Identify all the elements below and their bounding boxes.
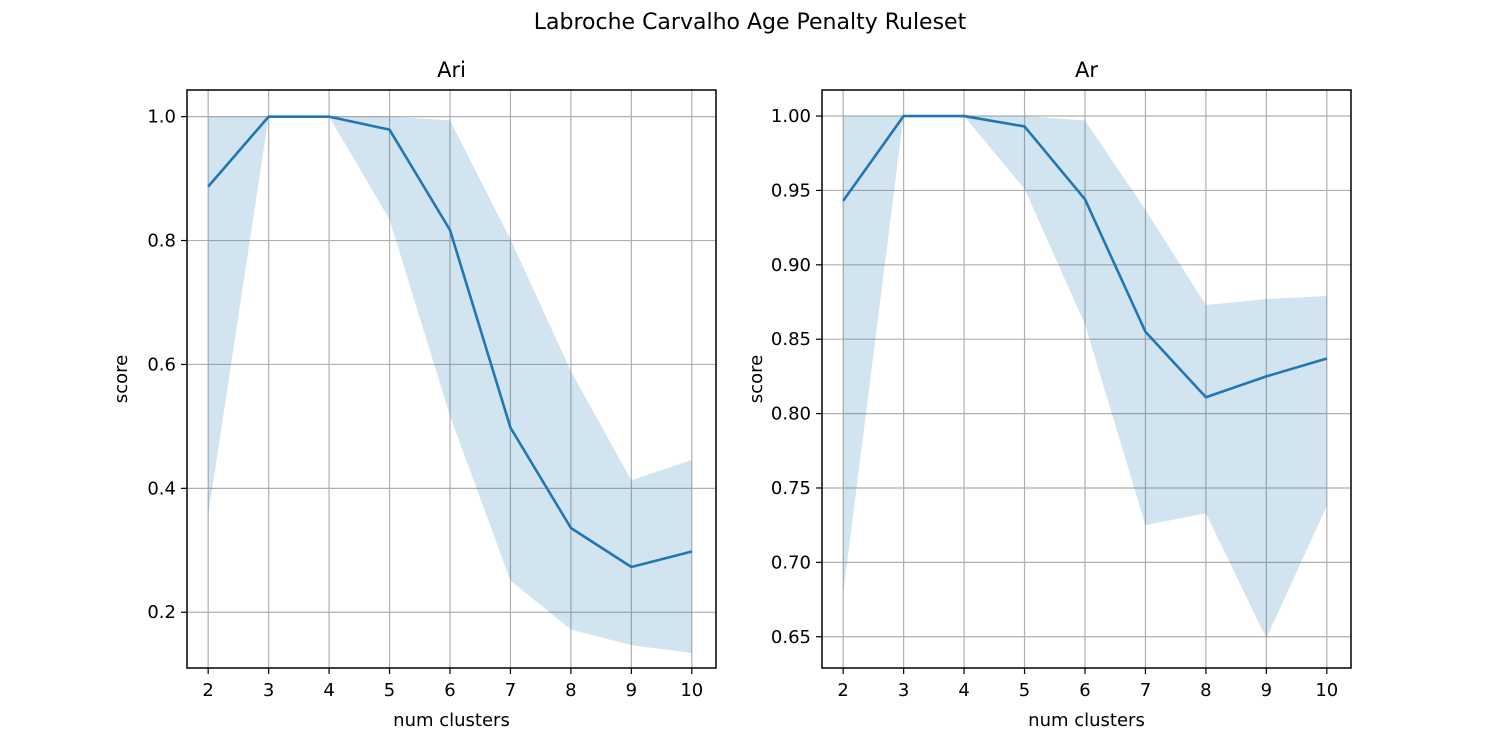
y-axis-label: score (111, 355, 132, 403)
confidence-band (208, 116, 692, 654)
x-tick-label: 2 (837, 680, 848, 701)
x-tick-label: 6 (1079, 680, 1090, 701)
y-tick-label: 0.70 (771, 552, 811, 573)
x-tick-label: 8 (1200, 680, 1211, 701)
x-tick-label: 5 (1019, 680, 1030, 701)
x-axis-label: num clusters (393, 710, 510, 731)
y-tick-label: 0.65 (771, 627, 811, 648)
x-tick-label: 2 (202, 680, 213, 701)
axes-frame (821, 89, 1352, 669)
y-tick-label: 1.0 (147, 107, 176, 128)
x-tick-label: 5 (384, 680, 395, 701)
x-tick-label: 9 (1261, 680, 1272, 701)
x-tick-label: 4 (958, 680, 969, 701)
x-tick-label: 6 (444, 680, 455, 701)
x-tick-label: 3 (898, 680, 909, 701)
y-tick-label: 0.75 (771, 478, 811, 499)
x-tick-label: 10 (680, 680, 703, 701)
y-axis-label: score (746, 355, 767, 403)
y-tick-label: 0.6 (147, 354, 176, 375)
x-tick-label: 7 (505, 680, 516, 701)
y-tick-label: 1.00 (771, 106, 811, 127)
y-tick-label: 0.8 (147, 231, 176, 252)
figure-title: Labroche Carvalho Age Penalty Ruleset (533, 10, 967, 35)
x-tick-label: 10 (1315, 680, 1338, 701)
y-tick-label: 0.85 (771, 329, 811, 350)
y-tick-label: 0.90 (771, 255, 811, 276)
x-tick-label: 8 (565, 680, 576, 701)
axes-frame (186, 89, 717, 669)
subplot-1: 2 3 4 5 6 7 8 9 10 0.2 0.4 0.6 0.8 1.0 Ari num clusters… (111, 58, 717, 731)
y-tick-label: 0.95 (771, 180, 811, 201)
subplot-2: 2 3 4 5 6 7 8 9 10 0.65 0.70 0.75 0.80 0.85 0.90 0.95 1.… (746, 58, 1352, 731)
x-tick-label: 4 (323, 680, 334, 701)
y-tick-label: 0.4 (147, 478, 176, 499)
x-axis-label: num clusters (1028, 710, 1145, 731)
confidence-band (843, 116, 1327, 639)
subplot-title: Ari (437, 58, 466, 82)
y-tick-label: 0.80 (771, 404, 811, 425)
x-tick-label: 3 (263, 680, 274, 701)
x-tick-label: 7 (1140, 680, 1151, 701)
x-tick-label: 9 (626, 680, 637, 701)
y-tick-label: 0.2 (147, 602, 176, 623)
subplot-title: Ar (1075, 58, 1098, 82)
